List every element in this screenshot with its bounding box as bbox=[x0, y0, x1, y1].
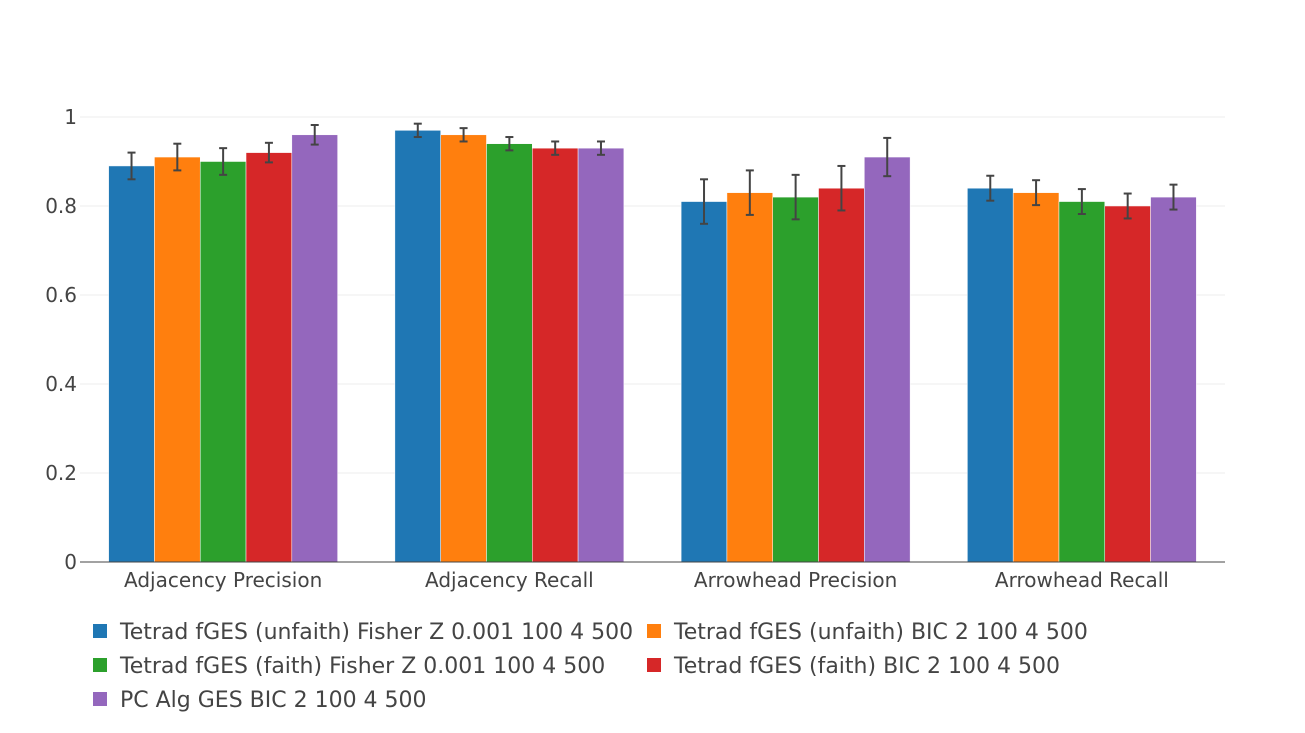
bar bbox=[532, 147, 579, 563]
bar bbox=[967, 187, 1014, 563]
error-bar bbox=[986, 174, 995, 202]
error-bar bbox=[551, 140, 560, 156]
error-bar bbox=[505, 136, 514, 152]
y-tick-label: 0.4 bbox=[45, 372, 77, 396]
x-tick-label: Arrowhead Recall bbox=[995, 568, 1169, 592]
y-tick-label: 0.6 bbox=[45, 283, 77, 307]
error-bar bbox=[173, 142, 182, 172]
error-bar bbox=[837, 164, 846, 212]
legend-label: Tetrad fGES (faith) BIC 2 100 4 500 bbox=[673, 654, 1060, 679]
legend-label: Tetrad fGES (faith) Fisher Z 0.001 100 4… bbox=[119, 654, 605, 679]
bar bbox=[680, 201, 728, 563]
bar bbox=[1104, 205, 1151, 563]
axes: 0 0.2 0.4 0.6 0.8 1 Adjacency Precision Adjacen… bbox=[45, 105, 1225, 592]
error-bar bbox=[1032, 179, 1041, 207]
bar bbox=[864, 156, 911, 563]
y-tick-label: 0.8 bbox=[45, 194, 77, 218]
bar bbox=[772, 196, 819, 563]
bar bbox=[726, 192, 773, 563]
legend-swatch bbox=[647, 624, 661, 638]
x-tick-label: Adjacency Precision bbox=[124, 568, 322, 592]
x-tick-label: Adjacency Recall bbox=[425, 568, 594, 592]
bar bbox=[486, 143, 533, 563]
legend-item: PC Alg GES BIC 2 100 4 500 bbox=[93, 688, 427, 713]
bar bbox=[154, 156, 201, 563]
y-tick-label: 1 bbox=[64, 105, 77, 129]
error-bar bbox=[264, 141, 273, 164]
error-bar bbox=[791, 173, 800, 221]
legend-swatch bbox=[93, 624, 107, 638]
legend-item: Tetrad fGES (unfaith) Fisher Z 0.001 100… bbox=[93, 620, 633, 645]
y-tick-label: 0 bbox=[64, 550, 77, 574]
error-bar bbox=[127, 151, 136, 181]
legend-item: Tetrad fGES (unfaith) BIC 2 100 4 500 bbox=[647, 620, 1088, 645]
legend-swatch bbox=[647, 658, 661, 672]
error-bar bbox=[413, 122, 422, 139]
legend-item: Tetrad fGES (faith) BIC 2 100 4 500 bbox=[647, 654, 1060, 679]
error-bar bbox=[310, 124, 319, 146]
error-bar bbox=[1169, 183, 1178, 211]
x-tick-label: Arrowhead Precision bbox=[694, 568, 897, 592]
error-bar bbox=[883, 136, 892, 178]
y-tick-label: 0.2 bbox=[45, 461, 77, 485]
bar bbox=[1150, 196, 1197, 563]
bar bbox=[199, 161, 247, 563]
bar bbox=[291, 134, 338, 563]
error-bars bbox=[127, 122, 1178, 225]
legend: Tetrad fGES (unfaith) Fisher Z 0.001 100… bbox=[93, 620, 1088, 713]
bar bbox=[108, 165, 155, 563]
error-bar bbox=[745, 169, 754, 216]
bar bbox=[818, 187, 865, 563]
legend-label: Tetrad fGES (unfaith) BIC 2 100 4 500 bbox=[673, 620, 1088, 645]
legend-item: Tetrad fGES (faith) Fisher Z 0.001 100 4… bbox=[93, 654, 605, 679]
bar bbox=[440, 134, 487, 563]
bar bbox=[1012, 192, 1060, 563]
error-bar bbox=[459, 127, 468, 143]
error-bar bbox=[1123, 192, 1132, 220]
legend-label: PC Alg GES BIC 2 100 4 500 bbox=[120, 688, 427, 713]
error-bar bbox=[219, 147, 228, 176]
bar bbox=[1058, 201, 1106, 563]
bar bbox=[245, 152, 293, 563]
legend-label: Tetrad fGES (unfaith) Fisher Z 0.001 100… bbox=[119, 620, 633, 645]
error-bar bbox=[596, 140, 605, 156]
error-bar bbox=[700, 178, 709, 225]
bar bbox=[394, 130, 441, 563]
legend-swatch bbox=[93, 692, 107, 706]
bars bbox=[108, 130, 1197, 563]
error-bar bbox=[1077, 188, 1086, 216]
bar bbox=[577, 147, 625, 563]
legend-swatch bbox=[93, 658, 107, 672]
